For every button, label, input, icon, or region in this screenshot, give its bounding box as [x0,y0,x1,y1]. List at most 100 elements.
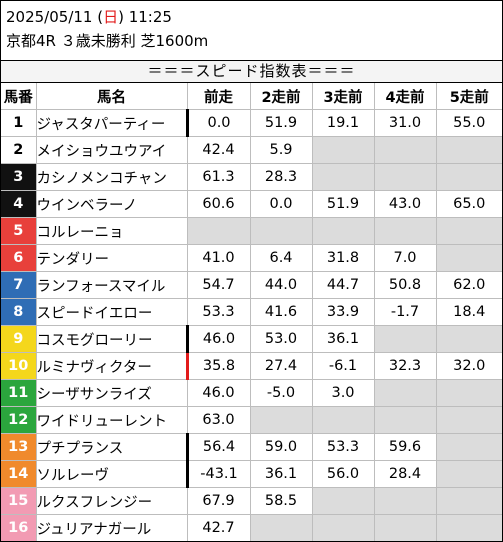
speed-index-cell [435,136,502,164]
speed-index-cell [373,406,437,434]
speed-index-cell: 31.8 [311,244,375,272]
speed-index-cell: 5.9 [249,136,313,164]
speed-index-cell: 36.1 [249,460,313,488]
horse-number-cell: 9 [1,325,37,353]
speed-index-cell: 58.5 [249,487,313,515]
horse-row: 3 カシノメンコチャン 61.3 28.3 [1,163,502,191]
horse-row: 14 ソルレーヴ -43.1 36.1 56.0 28.4 [1,460,502,488]
speed-index-cell: 3.0 [311,379,375,407]
horse-row: 5 コルレーニョ [1,217,502,245]
horse-row: 8 スピードイエロー 53.3 41.6 33.9 -1.7 18.4 [1,298,502,326]
speed-index-cell [311,514,375,541]
col-header-4-races-ago: 4走前 [373,83,437,110]
speed-index-cell: 63.0 [186,406,251,434]
speed-index-cell: 6.4 [249,244,313,272]
speed-index-cell: 31.0 [373,109,437,137]
speed-index-cell [249,514,313,541]
col-header-number: 馬番 [1,83,37,110]
horse-number-cell: 14 [1,460,37,488]
speed-index-cell: 59.6 [373,433,437,461]
horse-number-cell: 10 [1,352,37,380]
horse-number-cell: 11 [1,379,37,407]
speed-index-cell [435,487,502,515]
horse-row: 9 コスモグローリー 46.0 53.0 36.1 [1,325,502,353]
date-text: 2025/05/11 ( [6,8,104,26]
horse-number-cell: 12 [1,406,37,434]
col-header-5-races-ago: 5走前 [435,83,502,110]
horse-name-cell: ワイドリューレント [35,406,188,434]
horse-name-cell: メイショウユウアイ [35,136,188,164]
speed-index-cell: 19.1 [311,109,375,137]
speed-index-cell: 7.0 [373,244,437,272]
speed-index-cell [186,217,251,245]
speed-index-cell: 41.0 [186,244,251,272]
speed-index-cell: 0.0 [185,109,251,137]
speed-index-cell: 67.9 [186,487,251,515]
speed-index-cell [435,514,502,541]
horse-name-cell: コスモグローリー [35,325,188,353]
speed-index-cell: 53.3 [311,433,375,461]
race-info: 京都4R ３歳未勝利 芝1600m [6,32,209,50]
speed-index-cell: 56.0 [311,460,375,488]
speed-index-cell [311,163,375,191]
horse-number-cell: 7 [1,271,37,299]
speed-index-cell: 46.0 [186,379,251,407]
horse-row: 15 ルクスフレンジー 67.9 58.5 [1,487,502,515]
speed-index-cell: 44.0 [249,271,313,299]
horse-name-cell: カシノメンコチャン [35,163,188,191]
speed-index-cell [435,406,502,434]
col-header-horse-name: 馬名 [35,83,188,110]
speed-index-cell [373,487,437,515]
horse-number-cell: 15 [1,487,37,515]
speed-index-cell: -1.7 [373,298,437,326]
horse-number-cell: 2 [1,136,37,164]
speed-index-cell: 27.4 [249,352,313,380]
speed-index-cell: 44.7 [311,271,375,299]
speed-index-table: 馬番 馬名 前走 2走前 3走前 4走前 5走前 1 ジャスタパーティー 0.0 51… [1,83,502,541]
speed-index-cell: 43.0 [373,190,437,218]
speed-index-cell: 28.4 [373,460,437,488]
speed-index-cell: -43.1 [185,460,251,488]
horse-name-cell: テンダリー [35,244,188,272]
speed-index-cell [373,514,437,541]
speed-index-cell [435,163,502,191]
speed-index-cell: 60.6 [186,190,251,218]
col-header-last-race: 前走 [186,83,251,110]
horse-number-cell: 13 [1,433,37,461]
speed-index-cell: 41.6 [249,298,313,326]
col-header-2-races-ago: 2走前 [249,83,313,110]
speed-index-cell: 46.0 [185,325,251,353]
horse-number-cell: 5 [1,217,37,245]
horse-name-cell: スピードイエロー [35,298,188,326]
speed-index-cell [373,217,437,245]
speed-index-cell: 0.0 [249,190,313,218]
speed-index-cell: 53.3 [186,298,251,326]
speed-index-cell: 56.4 [185,433,251,461]
horse-row: 1 ジャスタパーティー 0.0 51.9 19.1 31.0 55.0 [1,109,502,137]
col-header-3-races-ago: 3走前 [311,83,375,110]
horse-row: 12 ワイドリューレント 63.0 [1,406,502,434]
race-datetime: 2025/05/11 (日) 11:25 [6,8,172,26]
horse-row: 6 テンダリー 41.0 6.4 31.8 7.0 [1,244,502,272]
horse-name-cell: シーザサンライズ [35,379,188,407]
horse-row: 7 ランフォースマイル 54.7 44.0 44.7 50.8 62.0 [1,271,502,299]
speed-index-cell [249,217,313,245]
horse-row: 4 ウインベラーノ 60.6 0.0 51.9 43.0 65.0 [1,190,502,218]
speed-index-cell: 35.8 [185,352,251,380]
speed-index-cell: 32.3 [373,352,437,380]
speed-index-cell: 28.3 [249,163,313,191]
speed-index-cell [311,136,375,164]
table-title-banner: ＝＝＝スピード指数表＝＝＝ [1,60,502,83]
speed-index-cell: -5.0 [249,379,313,407]
speed-index-cell [373,163,437,191]
horse-number-cell: 1 [1,109,37,137]
speed-index-cell: -6.1 [311,352,375,380]
speed-index-cell: 18.4 [435,298,502,326]
speed-index-cell [249,406,313,434]
weekday-text: 日 [103,8,119,26]
speed-index-cell: 42.4 [186,136,251,164]
horse-number-cell: 6 [1,244,37,272]
speed-index-cell [435,379,502,407]
speed-index-cell [435,433,502,461]
